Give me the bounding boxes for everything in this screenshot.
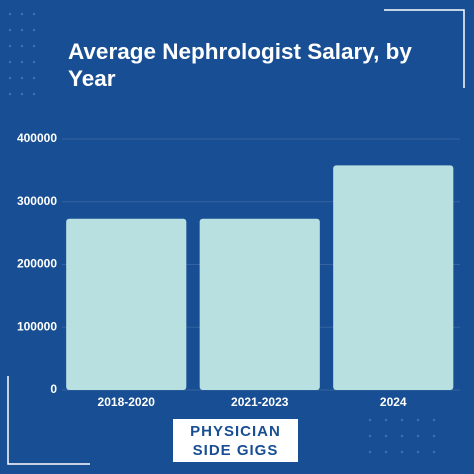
bar — [333, 165, 454, 390]
y-tick-label: 400000 — [17, 131, 57, 145]
decoration — [8, 12, 436, 454]
x-tick-label: 2024 — [380, 395, 407, 409]
corner-line — [7, 376, 90, 465]
brand-text: PHYSICIAN SIDE GIGS — [190, 422, 281, 459]
brand-logo: PHYSICIAN SIDE GIGS — [173, 419, 298, 462]
chart-title: Average Nephrologist Salary, by Year — [68, 39, 412, 91]
corner-line — [384, 9, 465, 88]
y-tick-label: 200000 — [17, 257, 57, 271]
bar — [66, 218, 187, 390]
y-tick-label: 300000 — [17, 194, 57, 208]
bar — [199, 218, 320, 390]
x-tick-label: 2018-2020 — [98, 395, 156, 409]
y-tick-label: 100000 — [17, 319, 57, 333]
x-tick-label: 2021-2023 — [231, 395, 289, 409]
y-tick-label: 0 — [50, 382, 57, 396]
